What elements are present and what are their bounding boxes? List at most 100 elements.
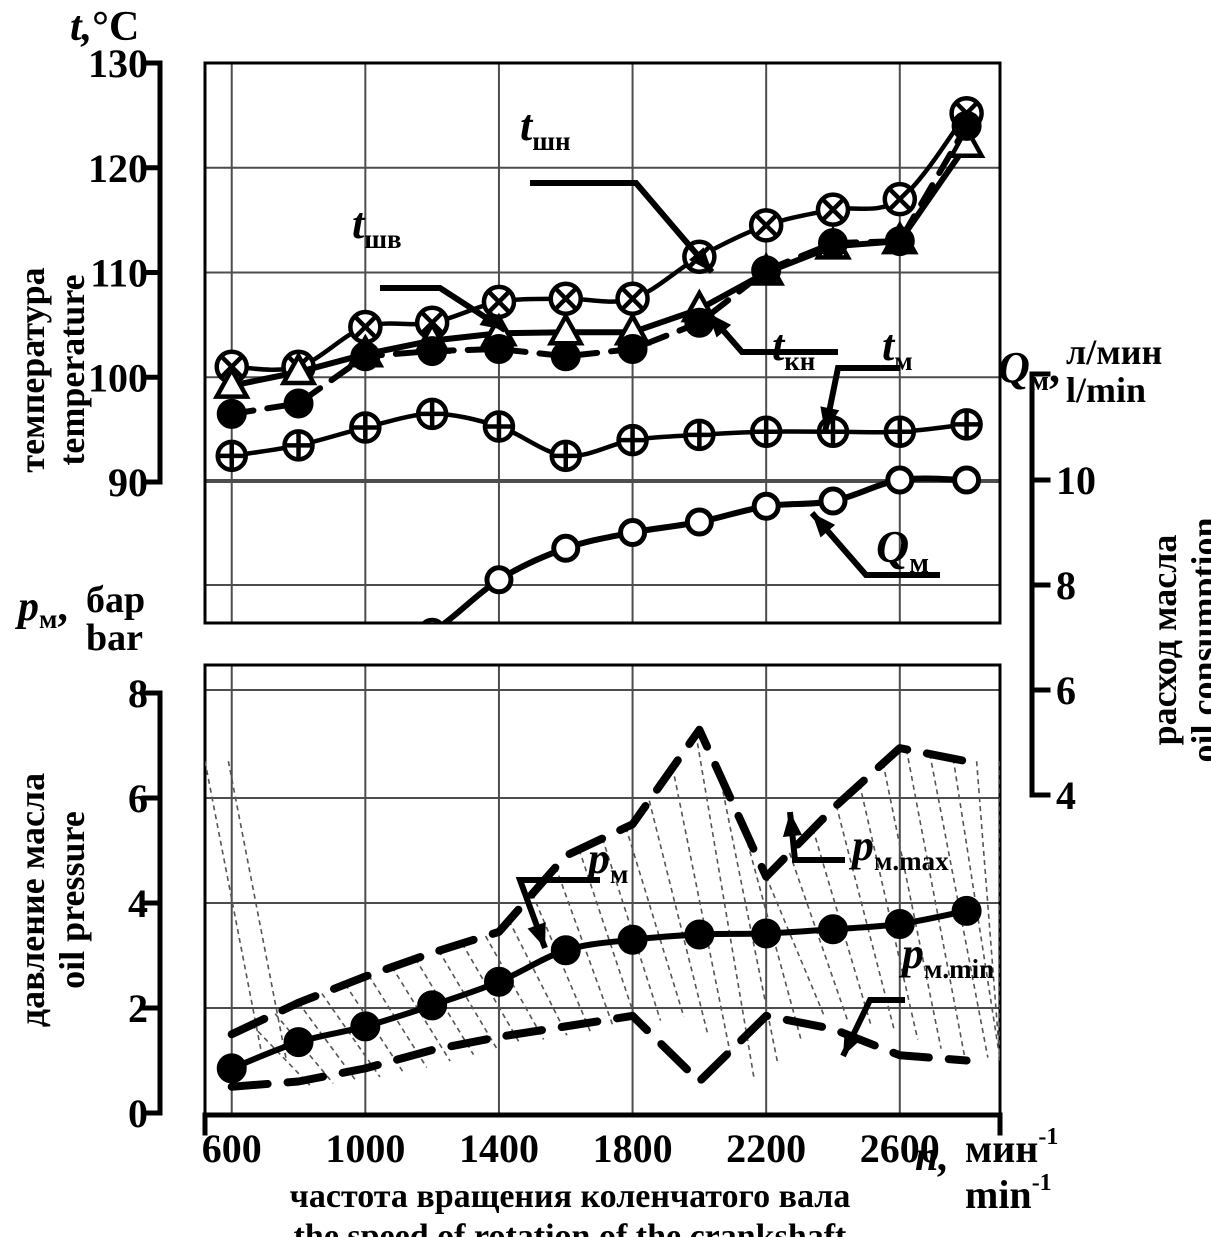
- data-point-circle-small-open: [551, 533, 581, 563]
- series-tм: [215, 397, 983, 473]
- hatch-line: [508, 920, 568, 1036]
- hatch-line: [438, 950, 498, 1050]
- callout-arrowhead: [527, 922, 546, 948]
- hatch-line: [625, 827, 685, 1018]
- callout-leader: [809, 511, 940, 578]
- data-point-circle-cross: [620, 286, 645, 311]
- callout-p-m-max: pм.max: [848, 821, 949, 876]
- data-point-circle-filled: [817, 228, 848, 259]
- callout-leaders: [380, 180, 940, 1058]
- data-point-triangle-open: [279, 351, 318, 386]
- series-tкн: [216, 110, 982, 429]
- axis-title-ru: температура: [12, 267, 52, 472]
- axis-title-en: oil consumption: [1184, 517, 1211, 762]
- tick-labels: 130 120 110 100 90 8 6 4 2 0 10 8 6 4 600 1000 1400 1800 2…: [88, 41, 1096, 1237]
- data-point-circle-filled: [483, 966, 514, 997]
- x-axis-title-en: the speed of rotation of the crankshaft: [294, 1218, 847, 1237]
- y-right-tick-label: 4: [1056, 773, 1076, 818]
- callout-arrowhead: [843, 1030, 863, 1056]
- x-tick-label: 1000: [325, 1126, 405, 1171]
- callout-arrowhead: [782, 812, 803, 838]
- y-bottom-unit-ru: бар: [86, 579, 145, 621]
- y-top-tick-label: 90: [108, 460, 148, 505]
- x-axis-title-ru: частота вращения коленчатого вала: [290, 1178, 851, 1215]
- y-bottom-unit-en: bar: [86, 617, 143, 659]
- hatch-line: [835, 805, 896, 1031]
- data-point-circle-filled: [417, 990, 448, 1021]
- hatch-line: [648, 800, 709, 1033]
- callout-arrowhead: [708, 313, 732, 338]
- callout-arrowhead: [812, 513, 836, 538]
- y-top-tick-label: 130: [88, 41, 148, 86]
- x-tick-label: 1800: [593, 1126, 673, 1171]
- data-point-circle-cross: [753, 213, 779, 238]
- hatch-line: [695, 734, 755, 1079]
- series-line: [227, 725, 971, 1039]
- data-point-circle-filled: [417, 336, 448, 367]
- callout-leader: [530, 180, 715, 274]
- hatch-line: [671, 767, 732, 1056]
- data-point-circle-filled: [617, 924, 648, 955]
- hatch-line: [205, 761, 264, 1061]
- callout-arrowhead: [820, 406, 840, 432]
- data-point-circle-small-open: [818, 486, 848, 516]
- y-right-unit-en: l/min: [1066, 370, 1146, 410]
- data-point-circle-filled: [483, 333, 514, 364]
- data-point-circle-cross: [486, 289, 512, 315]
- callout-t-shv: tшв: [352, 199, 402, 254]
- callout-arrowhead: [479, 308, 505, 330]
- callout-p-m-min: pм.min: [898, 929, 994, 984]
- axis-title-en: oil pressure: [52, 811, 92, 989]
- top-plot-frame: [203, 61, 1002, 625]
- y-bottom-tick-label: 2: [128, 986, 148, 1031]
- hatch-line: [484, 935, 545, 1040]
- data-point-circle-filled: [216, 398, 247, 429]
- axis-title-en: temperature: [52, 274, 92, 465]
- x-tick-label: 2200: [726, 1126, 806, 1171]
- data-point-circle-cross: [887, 186, 912, 212]
- data-point-circle-filled: [283, 388, 314, 419]
- x-tick-label: 2600: [860, 1126, 940, 1171]
- y-bottom-tick-label: 6: [128, 776, 148, 821]
- data-point-circle-filled: [216, 1053, 247, 1084]
- y-right-tick-label: 10: [1056, 458, 1096, 503]
- bottom-series-group: [216, 725, 982, 1091]
- data-point-triangle-open: [212, 364, 251, 399]
- x-tick-label: 1400: [459, 1126, 539, 1171]
- y-bottom-tick-label: 0: [128, 1091, 148, 1136]
- hatch-line: [601, 838, 662, 1021]
- data-point-circle-filled: [751, 255, 782, 286]
- y-right-tick-label: 8: [1056, 563, 1076, 608]
- data-point-circle-small-open: [952, 465, 982, 495]
- y-bottom-tick-label: 4: [128, 881, 148, 926]
- y-bottom-axis-title: давление масла oil pressure: [12, 773, 92, 1027]
- hatch-line: [952, 758, 1000, 1060]
- data-point-circle-cross: [553, 286, 578, 311]
- series-pм.max: [227, 725, 971, 1039]
- series-line: [227, 1011, 971, 1091]
- data-point-circle-filled: [350, 1011, 381, 1042]
- data-point-circle-filled: [617, 333, 648, 364]
- callout-t-shn: tшн: [520, 101, 571, 156]
- callout-p-m: pм: [584, 834, 628, 889]
- axis-title-ru: давление масла: [12, 773, 52, 1027]
- y-right-axis-symbol: Qм,: [998, 343, 1060, 397]
- y-right-tick-label: 6: [1056, 668, 1076, 713]
- x-axis-symbol: n,: [915, 1134, 949, 1180]
- data-point-circle-small-open: [885, 465, 915, 495]
- hatch-line: [227, 761, 288, 1061]
- data-point-circle-filled: [751, 918, 782, 949]
- y-bottom-tick-label: 8: [128, 671, 148, 716]
- hatch-line: [858, 784, 919, 1040]
- data-point-circle-cross: [820, 197, 846, 222]
- data-point-circle-cross: [353, 314, 378, 340]
- y-top-tick-label: 110: [90, 251, 148, 296]
- series-pм: [216, 895, 982, 1084]
- axis-title-ru: расход масла: [1144, 535, 1184, 746]
- data-point-circle-small-open: [484, 565, 514, 595]
- top-series-group: [212, 96, 986, 623]
- axis-brackets: [141, 60, 1051, 1136]
- y-top-axis-title: температура temperature: [12, 267, 92, 472]
- callout-t-kn: tкн: [772, 321, 815, 376]
